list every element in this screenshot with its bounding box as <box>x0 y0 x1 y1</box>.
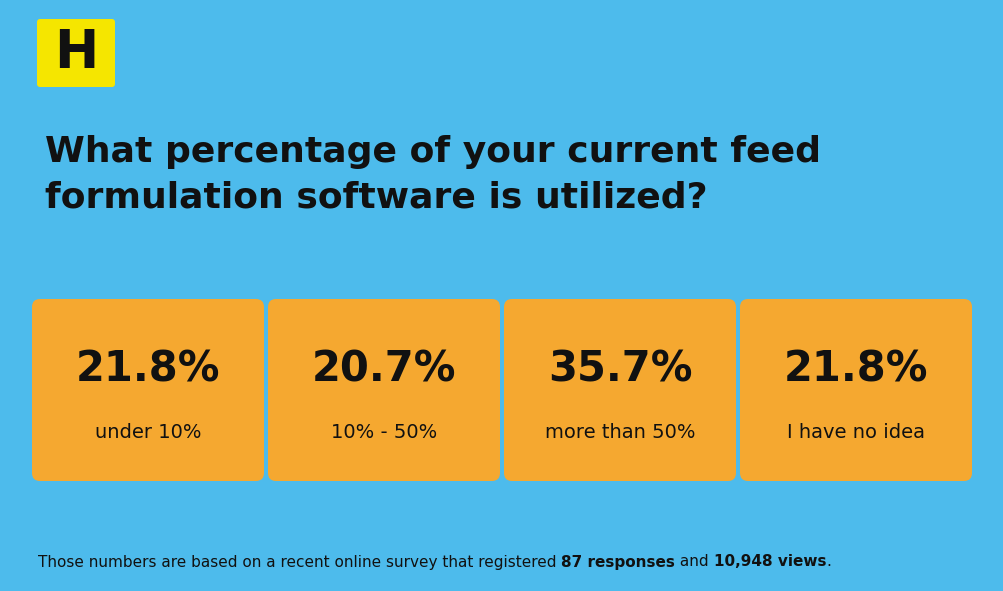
Text: 10,948 views: 10,948 views <box>713 554 825 570</box>
FancyBboxPatch shape <box>37 19 115 87</box>
Text: Those numbers are based on a recent online survey that registered: Those numbers are based on a recent onli… <box>38 554 561 570</box>
Text: and: and <box>675 554 713 570</box>
FancyBboxPatch shape <box>739 299 971 481</box>
Text: under 10%: under 10% <box>94 423 201 442</box>
Text: .: . <box>825 554 830 570</box>
Text: 21.8%: 21.8% <box>783 349 928 391</box>
Text: 21.8%: 21.8% <box>75 349 220 391</box>
Text: more than 50%: more than 50% <box>545 423 694 442</box>
Text: I have no idea: I have no idea <box>786 423 924 442</box>
Text: H: H <box>54 27 98 79</box>
FancyBboxPatch shape <box>268 299 499 481</box>
Text: 87 responses: 87 responses <box>561 554 675 570</box>
FancyBboxPatch shape <box>32 299 264 481</box>
Text: 35.7%: 35.7% <box>548 349 691 391</box>
FancyBboxPatch shape <box>504 299 735 481</box>
Text: 10% - 50%: 10% - 50% <box>331 423 436 442</box>
Text: What percentage of your current feed: What percentage of your current feed <box>45 135 820 169</box>
Text: 20.7%: 20.7% <box>312 349 455 391</box>
Text: formulation software is utilized?: formulation software is utilized? <box>45 181 707 215</box>
